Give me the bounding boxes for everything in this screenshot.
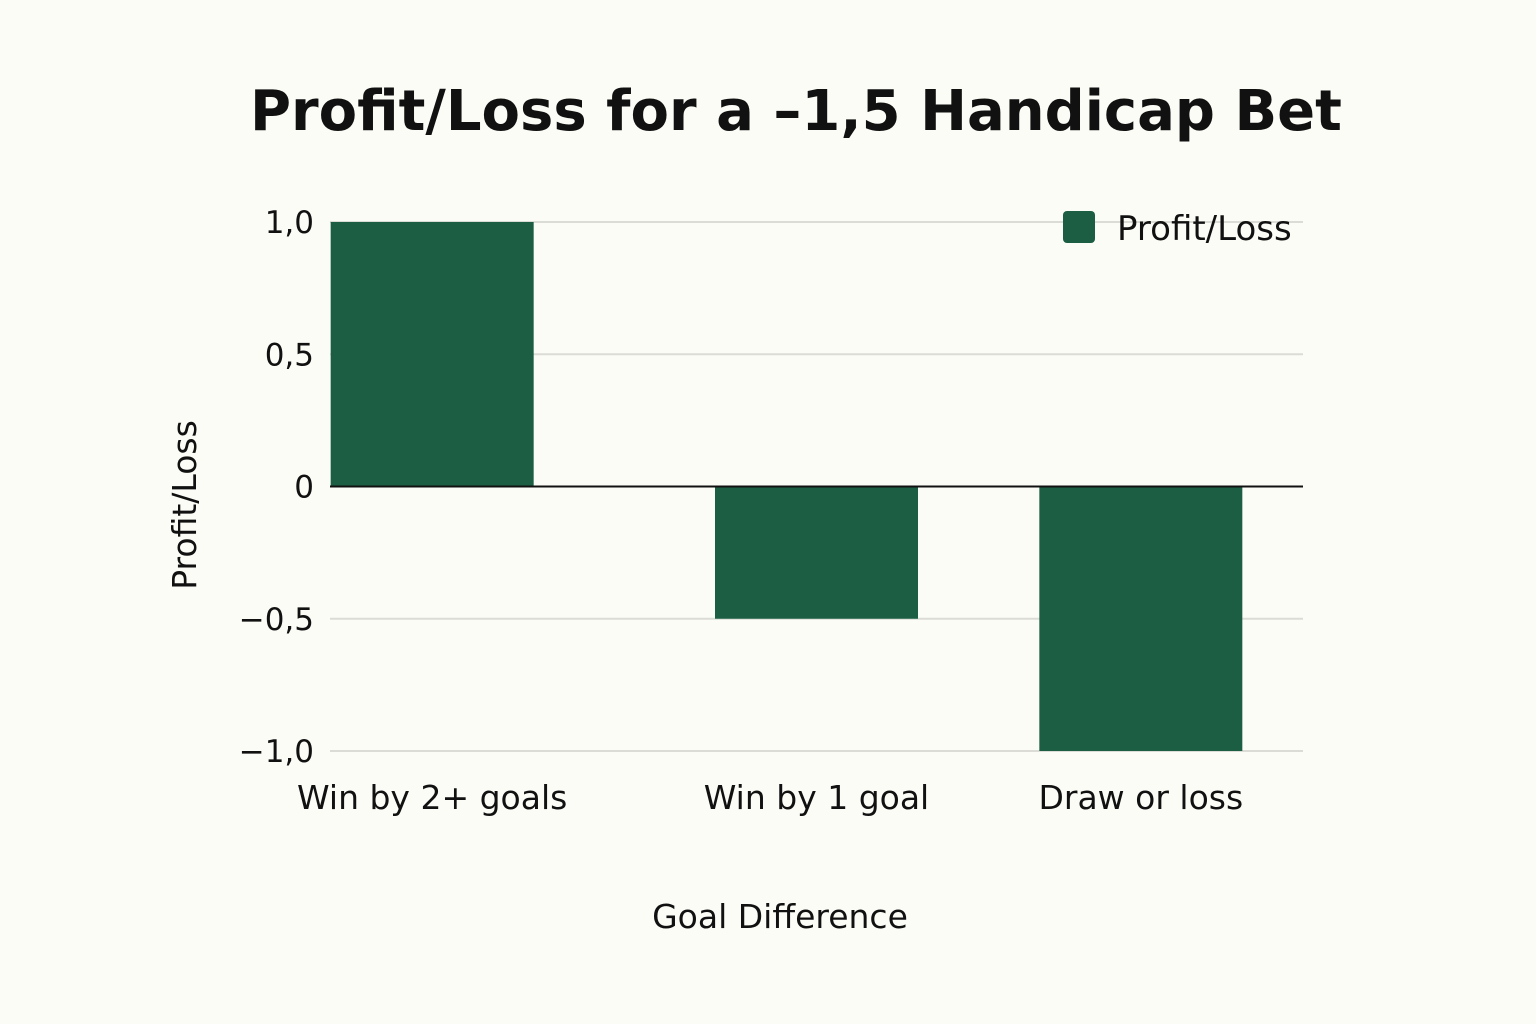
x-axis-categories: Win by 2+ goals Win by 1 goal Draw or loss <box>297 778 1243 817</box>
y-axis-ticks: 1,0 0,5 0 −0,5 −1,0 <box>239 205 314 770</box>
legend-swatch <box>1063 211 1095 243</box>
y-tick-label: −0,5 <box>239 602 314 638</box>
bar <box>1039 486 1243 751</box>
bar <box>715 486 918 619</box>
y-tick-label: 0 <box>294 470 314 506</box>
x-tick-label: Win by 2+ goals <box>297 778 567 817</box>
x-tick-label: Win by 1 goal <box>704 778 929 817</box>
chart-title: Profit/Loss for a –1,5 Handicap Bet <box>250 79 1342 144</box>
x-axis-label: Goal Difference <box>652 897 908 936</box>
bar <box>330 222 534 487</box>
y-axis-label: Profit/Loss <box>165 420 204 590</box>
legend-label: Profit/Loss <box>1117 209 1292 249</box>
x-tick-label: Draw or loss <box>1038 778 1243 817</box>
legend: Profit/Loss <box>1063 209 1292 249</box>
y-tick-label: 1,0 <box>265 205 314 241</box>
y-tick-label: −1,0 <box>239 734 314 770</box>
y-tick-label: 0,5 <box>265 337 314 373</box>
bars <box>330 222 1243 751</box>
